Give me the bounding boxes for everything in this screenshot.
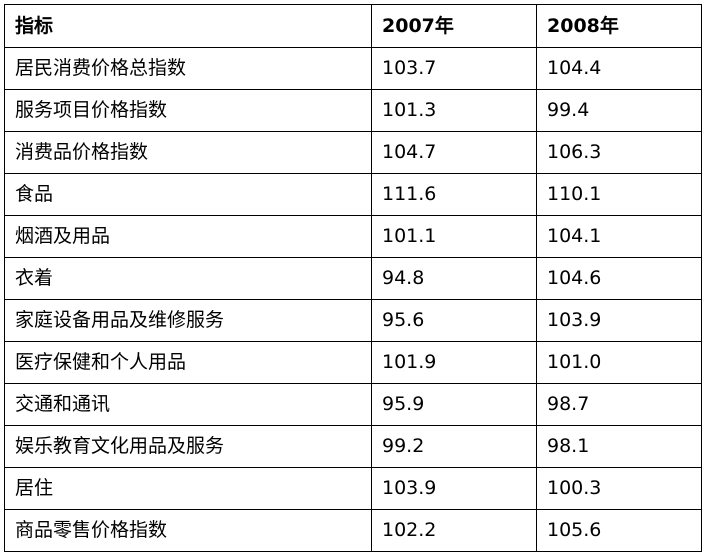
table-row: 消费品价格指数 104.7 106.3 — [4, 131, 702, 174]
price-index-table: 指标 2007年 2008年 居民消费价格总指数 103.7 104.4 服务项… — [4, 4, 702, 552]
indicator-cell: 服务项目价格指数 — [4, 89, 372, 132]
value-2007-cell: 102.2 — [371, 509, 537, 552]
value-2008-cell: 100.3 — [536, 467, 702, 510]
indicator-cell: 交通和通讯 — [4, 383, 372, 426]
header-2007: 2007年 — [371, 4, 537, 48]
indicator-cell: 居民消费价格总指数 — [4, 47, 372, 90]
value-2008-cell: 104.6 — [536, 257, 702, 300]
value-2008-cell: 101.0 — [536, 341, 702, 384]
table-row: 居住 103.9 100.3 — [4, 467, 702, 510]
price-index-table-container: 指标 2007年 2008年 居民消费价格总指数 103.7 104.4 服务项… — [4, 4, 702, 552]
table-row: 衣着 94.8 104.6 — [4, 257, 702, 300]
indicator-cell: 娱乐教育文化用品及服务 — [4, 425, 372, 468]
value-2007-cell: 104.7 — [371, 131, 537, 174]
value-2007-cell: 95.6 — [371, 299, 537, 342]
value-2008-cell: 104.4 — [536, 47, 702, 90]
table-row: 交通和通讯 95.9 98.7 — [4, 383, 702, 426]
table-row: 居民消费价格总指数 103.7 104.4 — [4, 47, 702, 90]
indicator-cell: 商品零售价格指数 — [4, 509, 372, 552]
value-2008-cell: 104.1 — [536, 215, 702, 258]
value-2008-cell: 99.4 — [536, 89, 702, 132]
table-row: 娱乐教育文化用品及服务 99.2 98.1 — [4, 425, 702, 468]
indicator-cell: 居住 — [4, 467, 372, 510]
table-row: 医疗保健和个人用品 101.9 101.0 — [4, 341, 702, 384]
value-2008-cell: 98.7 — [536, 383, 702, 426]
value-2008-cell: 106.3 — [536, 131, 702, 174]
value-2008-cell: 110.1 — [536, 173, 702, 216]
value-2007-cell: 101.3 — [371, 89, 537, 132]
table-header-row: 指标 2007年 2008年 — [4, 4, 702, 48]
value-2007-cell: 99.2 — [371, 425, 537, 468]
indicator-cell: 医疗保健和个人用品 — [4, 341, 372, 384]
value-2007-cell: 94.8 — [371, 257, 537, 300]
header-2008: 2008年 — [536, 4, 702, 48]
value-2007-cell: 103.9 — [371, 467, 537, 510]
value-2007-cell: 101.1 — [371, 215, 537, 258]
indicator-cell: 烟酒及用品 — [4, 215, 372, 258]
table-row: 服务项目价格指数 101.3 99.4 — [4, 89, 702, 132]
value-2007-cell: 95.9 — [371, 383, 537, 426]
header-indicator: 指标 — [4, 4, 372, 48]
table-row: 商品零售价格指数 102.2 105.6 — [4, 509, 702, 552]
table-row: 烟酒及用品 101.1 104.1 — [4, 215, 702, 258]
value-2008-cell: 105.6 — [536, 509, 702, 552]
indicator-cell: 消费品价格指数 — [4, 131, 372, 174]
value-2008-cell: 103.9 — [536, 299, 702, 342]
indicator-cell: 家庭设备用品及维修服务 — [4, 299, 372, 342]
value-2008-cell: 98.1 — [536, 425, 702, 468]
value-2007-cell: 101.9 — [371, 341, 537, 384]
table-row: 家庭设备用品及维修服务 95.6 103.9 — [4, 299, 702, 342]
value-2007-cell: 111.6 — [371, 173, 537, 216]
table-row: 食品 111.6 110.1 — [4, 173, 702, 216]
value-2007-cell: 103.7 — [371, 47, 537, 90]
indicator-cell: 食品 — [4, 173, 372, 216]
indicator-cell: 衣着 — [4, 257, 372, 300]
